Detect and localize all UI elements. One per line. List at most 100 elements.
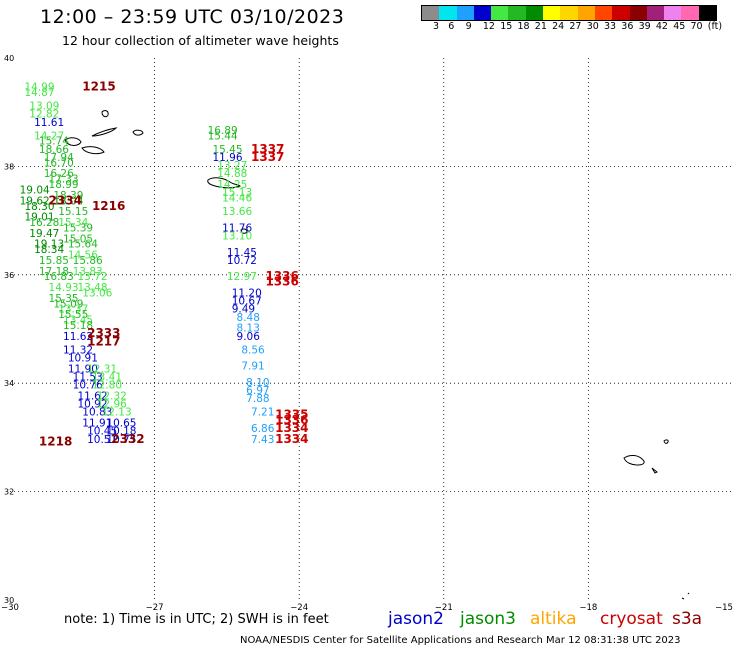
legend-swatch xyxy=(698,6,717,20)
swh-label: 8.13 xyxy=(237,323,260,335)
swh-label: 15.86 xyxy=(73,255,103,267)
swh-label: 11.61 xyxy=(34,117,64,129)
legend-swatch xyxy=(491,6,509,20)
swh-label: 14.46 xyxy=(222,193,252,205)
lat-label: 36 xyxy=(4,271,14,280)
swh-label: 7.21 xyxy=(251,407,274,419)
swh-label: 19.47 xyxy=(29,228,59,240)
swh-label: 10.51 xyxy=(87,434,117,446)
swh-label: 12.96 xyxy=(97,399,127,411)
legend-label: 36 xyxy=(621,21,634,32)
pass-time-label: 1218 xyxy=(39,435,72,449)
swh-label: 15.74 xyxy=(39,136,69,148)
swh-label: 15.05 xyxy=(63,233,93,245)
credit-line: NOAA/NESDIS Center for Satellite Applica… xyxy=(240,635,681,646)
lat-label: 30 xyxy=(4,596,14,605)
lat-label: 32 xyxy=(4,488,14,497)
legend-label: 3 xyxy=(433,21,440,32)
swh-label: 10.65 xyxy=(106,418,136,430)
legend-label: (ft) xyxy=(707,21,723,32)
swh-label: 7.88 xyxy=(246,393,269,405)
axis-labels: 40 38 36 34 32 30−30 −27 −24 −21 −18 −15 xyxy=(1,54,733,613)
legend-swatch xyxy=(473,6,492,20)
island-pico xyxy=(81,146,105,155)
swh-label: 17.33 xyxy=(49,174,79,186)
swh-label: 10.92 xyxy=(77,399,107,411)
legend-label: 24 xyxy=(552,21,565,32)
legend-label: 18 xyxy=(517,21,530,32)
swh-label: 10.91 xyxy=(68,353,98,365)
swh-label: 15.45 xyxy=(212,144,242,156)
legend-swatch xyxy=(612,6,630,20)
legend-swatch xyxy=(560,6,578,20)
lon-label: −30 xyxy=(1,603,19,613)
swh-label: 12.97 xyxy=(227,271,257,283)
legend-label: 39 xyxy=(638,21,651,32)
pass-time-label: 1336 xyxy=(265,269,298,283)
swh-label: 16.28 xyxy=(29,217,59,229)
swh-label: 14.93 xyxy=(49,282,79,294)
legend-label: 70 xyxy=(690,21,703,32)
swh-label: 14.88 xyxy=(217,168,247,180)
island-sao-miguel xyxy=(207,177,241,189)
legend-swatch xyxy=(456,6,474,20)
swh-label: 16.83 xyxy=(44,271,74,283)
swh-label: 13.45 xyxy=(63,315,93,327)
pass-time-label: 1337 xyxy=(251,150,284,164)
legend-swatch xyxy=(422,6,440,20)
swh-label: 11.76 xyxy=(222,222,252,234)
swh-label: 15.35 xyxy=(49,293,79,305)
swh-label: 11.20 xyxy=(232,287,262,299)
legend-label: 9 xyxy=(465,21,472,32)
swh-label: 15.34 xyxy=(58,217,88,229)
island-terceira xyxy=(132,129,144,136)
lon-label: −15 xyxy=(715,603,733,613)
swh-label: 13.66 xyxy=(222,206,252,218)
swh-label: 10.67 xyxy=(232,296,262,308)
island-selvagens xyxy=(681,592,690,600)
swh-label: 9.49 xyxy=(232,304,255,316)
legend-swatch xyxy=(525,6,544,20)
swh-label: 14.25 xyxy=(217,179,247,191)
swh-label: 15.64 xyxy=(68,239,98,251)
legend-swatch xyxy=(577,6,595,20)
legend-label: 42 xyxy=(655,21,668,32)
swh-label: 15.39 xyxy=(63,222,93,234)
swh-label: 9.06 xyxy=(237,331,261,343)
legend-label: 21 xyxy=(534,21,547,32)
swh-label: 7.91 xyxy=(241,361,264,373)
legend-swatch xyxy=(629,6,647,20)
swh-label: 14.99 xyxy=(24,82,54,94)
swh-label: 15.13 xyxy=(222,187,252,199)
swh-label: 12.13 xyxy=(102,407,132,419)
legend-label: 12 xyxy=(482,21,495,32)
swh-label: 10.18 xyxy=(106,426,136,438)
swh-label: 13.37 xyxy=(58,304,88,316)
swh-label: 10.76 xyxy=(73,380,103,392)
swh-label: 13.09 xyxy=(29,100,59,112)
swh-label: 16.26 xyxy=(44,168,74,180)
pass-time-label: 1216 xyxy=(92,199,125,213)
swh-label: 11.90 xyxy=(68,363,98,375)
lon-label: −21 xyxy=(435,603,453,613)
pass-time-label: 2334 xyxy=(49,193,82,207)
swh-label: 12.82 xyxy=(29,109,59,121)
swh-label: 19.62 xyxy=(20,195,50,207)
legend-label: 6 xyxy=(448,21,455,32)
island-desertas xyxy=(651,467,658,474)
swh-label: 18.30 xyxy=(24,201,54,213)
swh-label: 12.32 xyxy=(97,390,127,402)
legend-swatch xyxy=(508,6,526,20)
swh-label: 8.56 xyxy=(241,344,265,356)
legend-label: 27 xyxy=(569,21,582,32)
legend-label: 33 xyxy=(604,21,617,32)
footnote: note: 1) Time is in UTC; 2) SWH is in fe… xyxy=(64,612,329,627)
graticule xyxy=(10,58,733,600)
swh-label: 12.31 xyxy=(87,363,117,375)
lat-label: 34 xyxy=(4,379,14,388)
swh-label: 6.86 xyxy=(251,423,275,435)
mission-jason2: jason2 xyxy=(388,609,444,629)
swh-label: 8.48 xyxy=(237,312,260,324)
island-sao-jorge xyxy=(91,127,118,137)
